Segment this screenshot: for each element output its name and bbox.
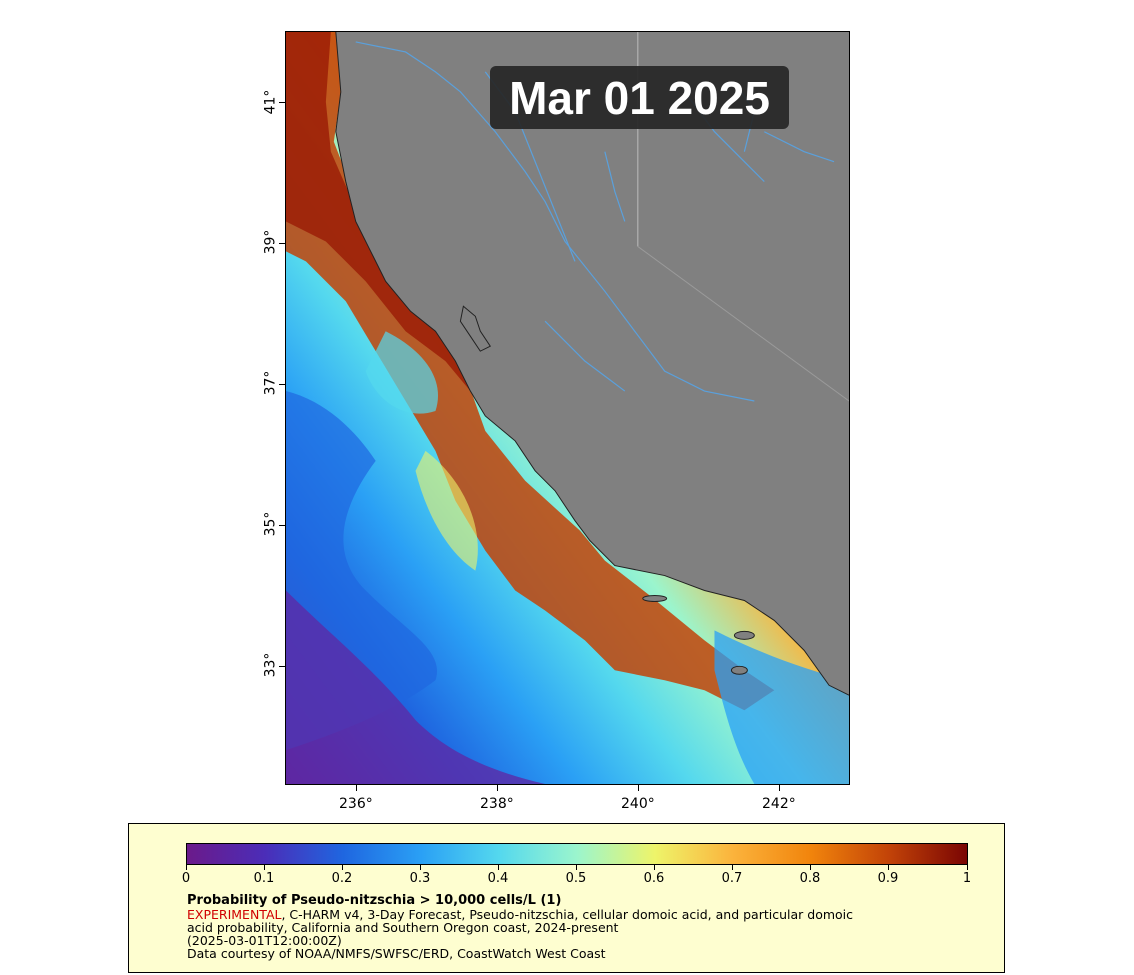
probability-map — [286, 32, 849, 784]
land-mass — [335, 32, 849, 696]
colorbar-tick-label: 0.6 — [643, 871, 665, 886]
date-badge: Mar 01 2025 — [490, 66, 789, 129]
filament — [415, 450, 478, 571]
colorbar-tick-mark — [888, 865, 889, 870]
colorbar-tick-label: 1 — [962, 871, 972, 886]
lon-tick-label: 238° — [480, 796, 514, 812]
colorbar-tick-mark — [810, 865, 811, 870]
lat-tick-mark — [279, 384, 285, 385]
colorbar-tick-mark — [576, 865, 577, 870]
colorbar-tick-mark — [967, 865, 968, 870]
map-panel[interactable] — [285, 31, 850, 785]
lon-tick-mark — [497, 785, 498, 791]
lon-tick-label: 240° — [621, 796, 655, 812]
colorbar-tick-label: 0 — [181, 871, 191, 886]
coastline — [335, 32, 849, 696]
lat-tick-mark — [279, 243, 285, 244]
legend-description-line-1: EXPERIMENTAL, C-HARM v4, 3-Day Forecast,… — [187, 908, 853, 922]
state-boundary-diagonal — [637, 246, 849, 402]
coastal-high-band — [286, 32, 775, 711]
colorbar-tick-label: 0.2 — [331, 871, 353, 886]
island — [733, 630, 755, 640]
colorbar — [186, 843, 968, 865]
mid-eddy — [365, 331, 439, 414]
lat-tick-mark — [279, 666, 285, 667]
lon-tick-label: 242° — [762, 796, 796, 812]
legend-description-rest: , C-HARM v4, 3-Day Forecast, Pseudo-nitz… — [281, 907, 854, 922]
lat-tick-mark — [279, 525, 285, 526]
colorbar-tick-label: 0.7 — [721, 871, 743, 886]
lat-tick-mark — [279, 102, 285, 103]
experimental-tag: EXPERIMENTAL — [187, 907, 282, 922]
colorbar-tick-mark — [342, 865, 343, 870]
lat-tick-label: 33° — [262, 652, 279, 678]
offshore-lowest-region — [286, 590, 546, 784]
lon-tick-mark — [779, 785, 780, 791]
legend-timestamp: (2025-03-01T12:00:00Z) — [187, 933, 342, 948]
legend-title: Probability of Pseudo-nitzschia > 10,000… — [187, 893, 562, 908]
legend-description-line-2: acid probability, California and Souther… — [187, 920, 619, 935]
colorbar-tick-mark — [264, 865, 265, 870]
colorbar-tick-mark — [498, 865, 499, 870]
lon-tick-mark — [356, 785, 357, 791]
colorbar-tick-mark — [732, 865, 733, 870]
lon-tick-label: 236° — [339, 796, 373, 812]
colorbar-tick-label: 0.1 — [253, 871, 275, 886]
lon-tick-mark — [638, 785, 639, 791]
legend-credit: Data courtesy of NOAA/NMFS/SWFSC/ERD, Co… — [187, 946, 606, 961]
lat-tick-label: 35° — [262, 511, 279, 537]
colorbar-tick-label: 0.4 — [487, 871, 509, 886]
colorbar-tick-label: 0.5 — [565, 871, 587, 886]
colorbar-tick-label: 0.3 — [409, 871, 431, 886]
bay-outline — [459, 305, 492, 352]
colorbar-tick-mark — [420, 865, 421, 870]
colorbar-tick-label: 0.8 — [799, 871, 821, 886]
colorbar-tick-mark — [186, 865, 187, 870]
lat-tick-label: 39° — [262, 229, 279, 255]
lat-tick-label: 37° — [262, 370, 279, 396]
lat-tick-label: 41° — [262, 89, 279, 115]
colorbar-tick-label: 0.9 — [877, 871, 899, 886]
colorbar-tick-mark — [654, 865, 655, 870]
southern-bight-low — [714, 630, 849, 784]
island — [642, 595, 668, 602]
island — [730, 665, 748, 675]
